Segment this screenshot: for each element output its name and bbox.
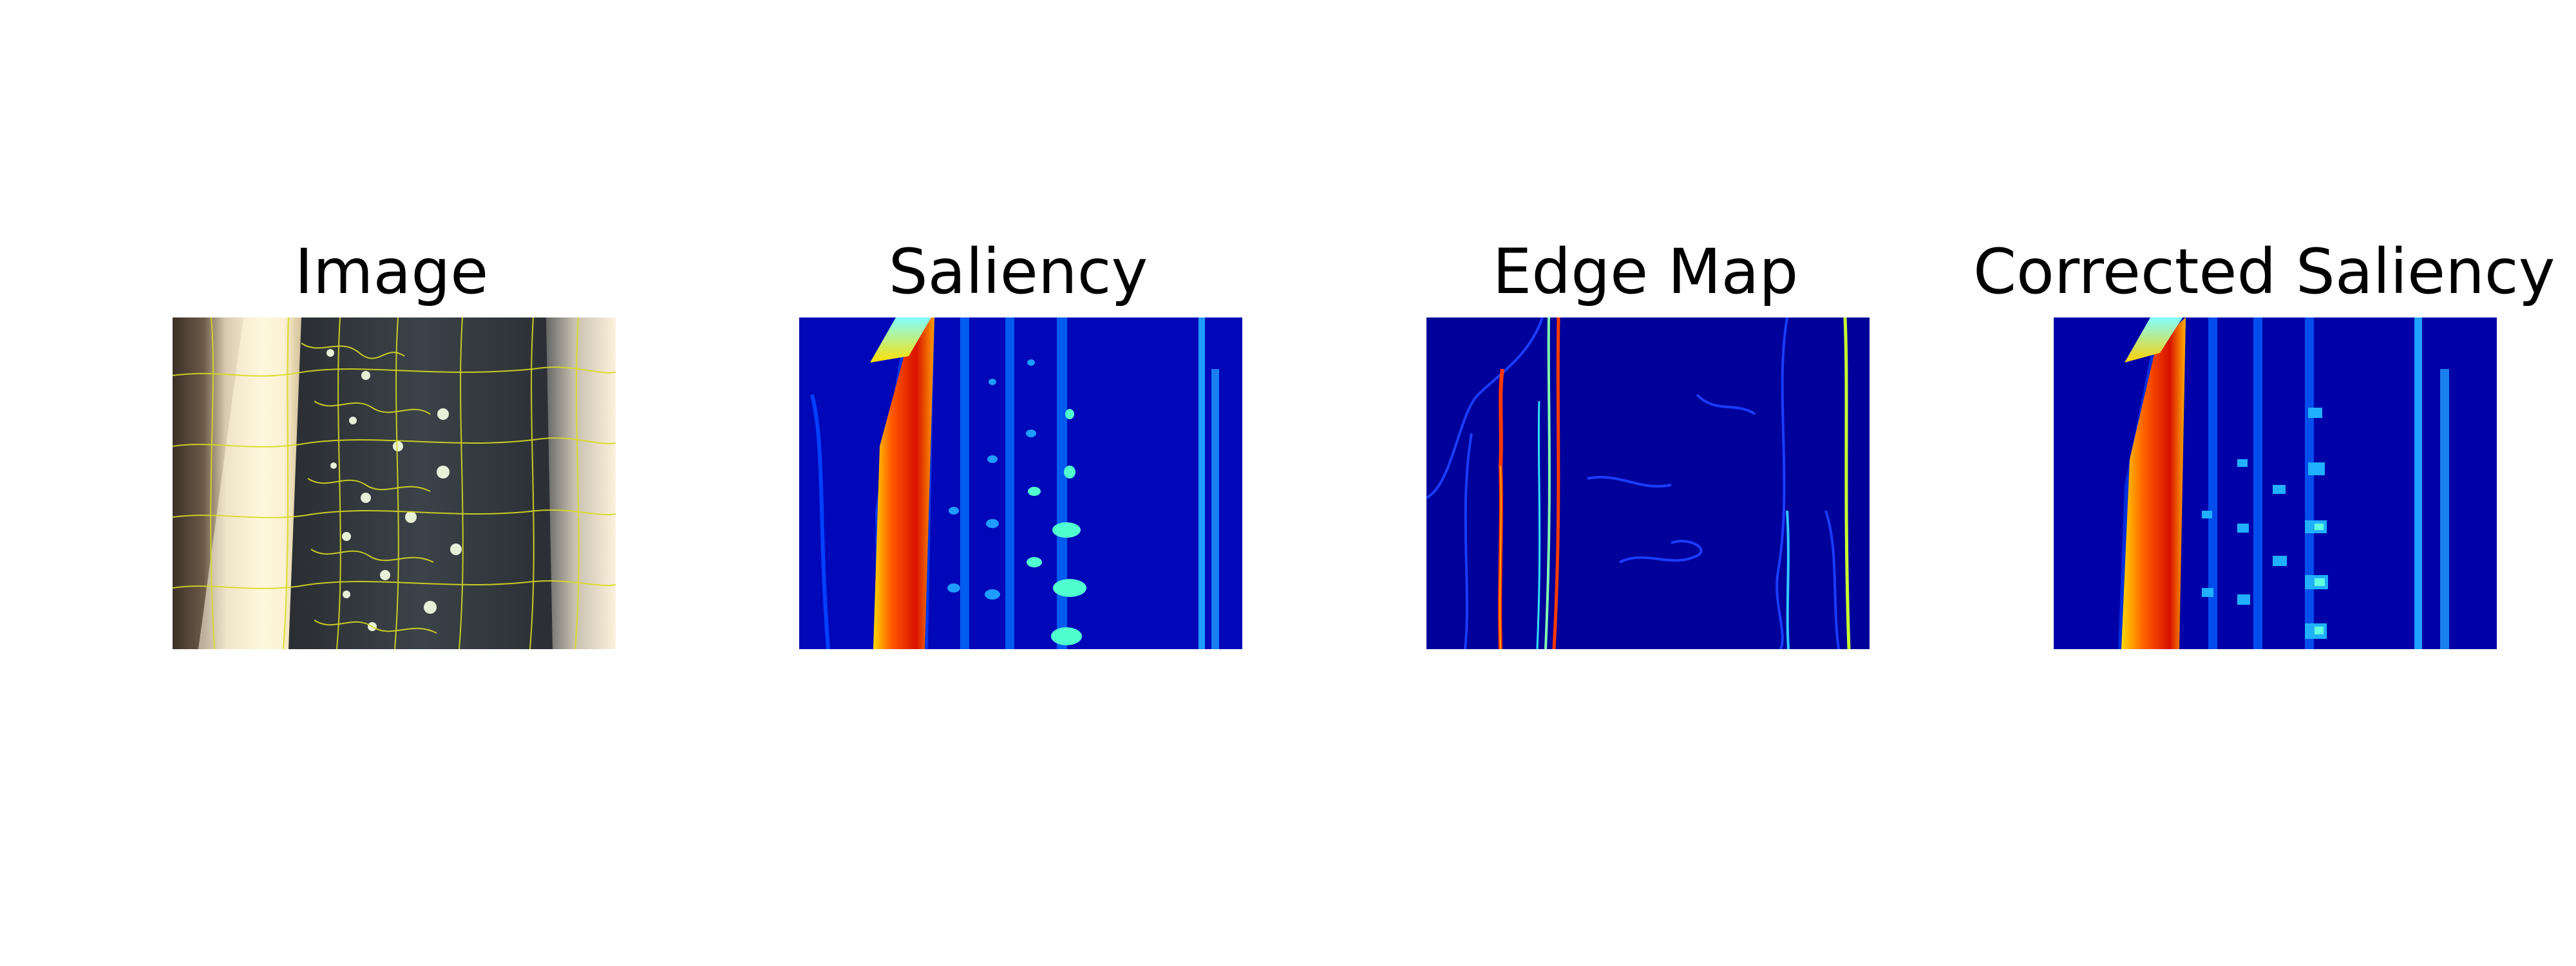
panel-title-corrected-saliency: Corrected Saliency [1973, 236, 2555, 308]
saliency-panel [799, 317, 1242, 649]
corrected-saliency-heatmap [2054, 317, 2497, 649]
image-panel [173, 317, 616, 649]
edge-map-panel [1426, 317, 1870, 649]
saliency-heatmap [799, 317, 1242, 649]
corrected-saliency-panel [2054, 317, 2497, 649]
panel-title-saliency: Saliency [888, 236, 1148, 308]
panel-title-image: Image [294, 236, 489, 308]
edge-map-heatmap [1426, 317, 1870, 649]
superpixel-photo [173, 317, 616, 649]
panel-title-edge-map: Edge Map [1492, 236, 1799, 308]
